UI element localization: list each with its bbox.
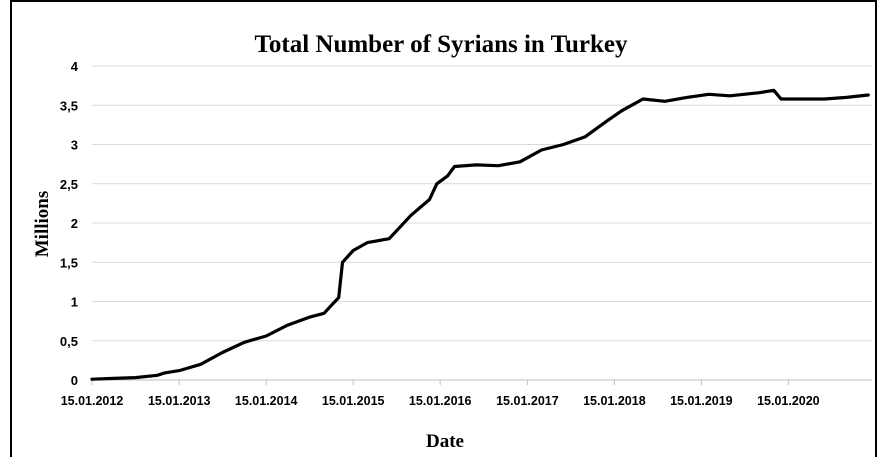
y-tick-label: 1 xyxy=(71,295,78,310)
chart-frame xyxy=(10,0,877,457)
y-tick-label: 0,5 xyxy=(60,334,78,349)
x-tick-label: 15.01.2019 xyxy=(670,394,733,408)
y-axis-title: Millions xyxy=(32,191,53,258)
x-tick-label: 15.01.2020 xyxy=(757,394,820,408)
x-tick-label: 15.01.2014 xyxy=(235,394,298,408)
y-tick-label: 3 xyxy=(71,138,78,153)
x-tick-label: 15.01.2018 xyxy=(583,394,646,408)
y-tick-label: 4 xyxy=(71,59,79,74)
y-tick-label: 2,5 xyxy=(60,177,78,192)
x-tick-label: 15.01.2012 xyxy=(61,394,124,408)
y-tick-label: 3,5 xyxy=(60,98,78,113)
chart-title: Total Number of Syrians in Turkey xyxy=(254,31,628,58)
series-line xyxy=(90,88,870,381)
y-axis-ticks: 0 0,5 1 1,5 2 2,5 3 3,5 4 xyxy=(60,59,79,388)
x-tick-label: 15.01.2016 xyxy=(409,394,472,408)
y-tick-label: 2 xyxy=(71,216,78,231)
x-axis-ticks: 15.01.2012 15.01.2013 15.01.2014 15.01.2015… xyxy=(61,380,820,408)
x-tick-label: 15.01.2015 xyxy=(322,394,385,408)
x-axis-title: Date xyxy=(426,431,464,452)
x-tick-label: 15.01.2017 xyxy=(496,394,559,408)
y-tick-label: 1,5 xyxy=(60,255,78,270)
y-tick-label: 0 xyxy=(71,373,78,388)
gridlines xyxy=(92,65,872,342)
x-tick-label: 15.01.2013 xyxy=(148,394,211,408)
